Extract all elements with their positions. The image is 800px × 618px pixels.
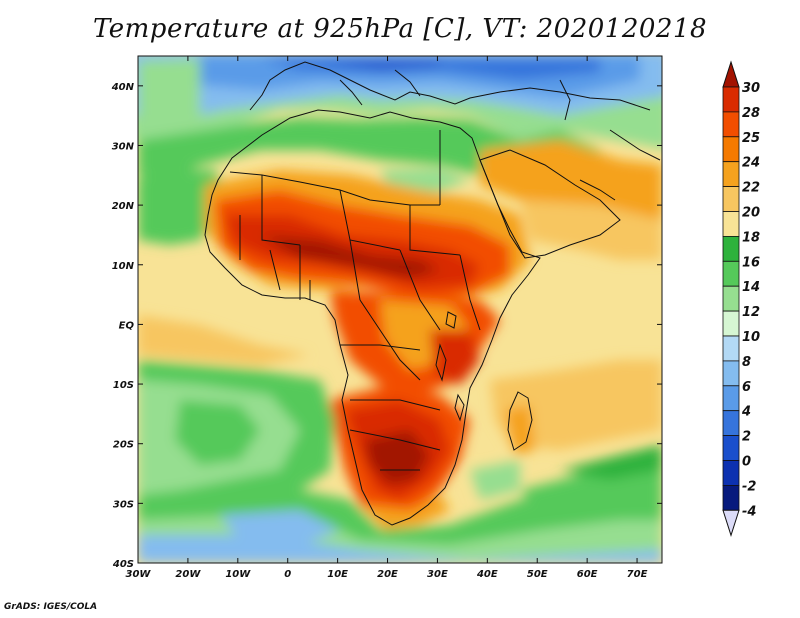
colorbar-swatch — [722, 460, 740, 486]
x-tick-label: 10E — [327, 569, 348, 580]
colorbar-swatch — [722, 235, 740, 262]
colorbar-swatch — [722, 136, 740, 163]
colorbar-label: 25 — [742, 131, 760, 146]
colorbar-label: 6 — [742, 380, 751, 395]
colorbar-swatch — [722, 111, 740, 138]
colorbar-label: 10 — [742, 330, 760, 345]
colorbar-arrow-top — [722, 60, 740, 88]
colorbar-label: 22 — [742, 181, 760, 196]
y-tick-label: 30S — [113, 499, 134, 510]
x-tick-label: 20W — [175, 569, 201, 580]
colorbar-swatch — [722, 484, 740, 511]
colorbar-swatch — [722, 86, 740, 113]
colorbar-label: 16 — [742, 255, 760, 270]
temperature-field — [138, 56, 662, 563]
y-axis: 40N 30N 20N 10N EQ 10S 20S 30S 40S — [111, 82, 662, 570]
colorbar-swatch — [722, 260, 740, 287]
colorbar-swatch — [722, 410, 740, 437]
colorbar-swatch — [722, 385, 740, 412]
y-tick-label: 20N — [112, 201, 135, 212]
x-tick-label: 40E — [476, 569, 498, 580]
colorbar-swatch — [722, 435, 740, 461]
colorbar-swatch — [722, 211, 740, 237]
colorbar-label: -2 — [742, 479, 756, 494]
y-tick-label: 40S — [112, 559, 134, 570]
y-tick-label: 30N — [112, 141, 135, 152]
colorbar-label: -4 — [742, 504, 756, 519]
colorbar-swatch — [722, 335, 740, 362]
x-tick-label: 30W — [126, 569, 152, 580]
colorbar-label: 8 — [742, 355, 751, 370]
y-tick-label: 40N — [111, 82, 135, 93]
x-tick-label: 0 — [284, 569, 291, 580]
y-tick-label: EQ — [119, 320, 135, 331]
y-tick-label: 10N — [112, 261, 135, 272]
x-tick-label: 10W — [225, 569, 251, 580]
x-tick-label: 50E — [527, 569, 548, 580]
map-title: Temperature at 925hPa [C], VT: 202012021… — [92, 14, 708, 44]
colorbar-swatch — [722, 285, 740, 312]
colorbar-label: 12 — [742, 305, 760, 320]
y-tick-label: 20S — [113, 440, 134, 451]
colorbar-swatch — [722, 186, 740, 212]
map-frame — [137, 55, 663, 564]
colorbar-label: 14 — [742, 280, 760, 295]
colorbar-label: 28 — [742, 106, 760, 121]
colorbar-label: 24 — [742, 156, 760, 171]
colorbar-label: 2 — [742, 430, 751, 445]
colorbar-label: 30 — [742, 81, 760, 96]
colorbar-swatch — [722, 310, 740, 337]
colorbar-swatch — [722, 360, 740, 387]
x-tick-label: 30E — [427, 569, 448, 580]
colorbar-arrow-bottom — [722, 509, 740, 537]
colorbar-swatch — [722, 161, 740, 187]
x-tick-label: 70E — [627, 569, 648, 580]
colorbar-label: 0 — [742, 455, 751, 470]
credit-text: GrADS: IGES/COLA — [4, 602, 98, 612]
x-tick-label: 20E — [377, 569, 398, 580]
colorbar-label: 4 — [741, 405, 751, 420]
x-axis: 30W 20W 10W 0 10E 20E 30E 40E 50E 60E 70E — [126, 56, 648, 580]
colorbar-label: 20 — [742, 206, 760, 221]
colorbar-label: 18 — [742, 230, 760, 245]
y-tick-label: 10S — [113, 380, 134, 391]
x-tick-label: 60E — [577, 569, 598, 580]
